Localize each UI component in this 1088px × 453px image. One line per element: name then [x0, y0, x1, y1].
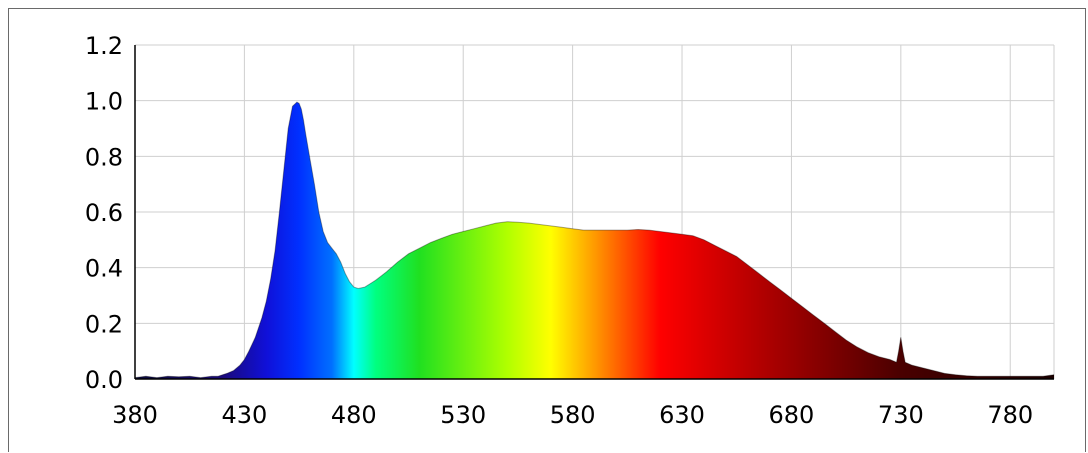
x-tick-label: 380 — [112, 401, 158, 429]
y-axis-tick-labels: 0.0 0.2 0.4 0.6 0.8 1.0 1.2 — [85, 32, 123, 394]
spectrum-series-area — [135, 102, 1054, 379]
x-tick-label: 580 — [550, 401, 596, 429]
x-tick-label: 430 — [221, 401, 267, 429]
y-tick-label: 1.0 — [85, 88, 123, 116]
y-tick-label: 1.2 — [85, 32, 123, 60]
spectrum-area — [134, 101, 1055, 379]
y-tick-label: 0.0 — [85, 366, 123, 394]
x-tick-label: 730 — [878, 401, 924, 429]
x-axis-tick-labels: 380 430 480 530 580 630 680 730 780 — [112, 401, 1033, 429]
y-tick-label: 0.2 — [85, 310, 123, 338]
x-tick-label: 680 — [769, 401, 815, 429]
y-tick-label: 0.6 — [85, 199, 123, 227]
axes — [134, 45, 1054, 380]
y-tick-label: 0.4 — [85, 255, 123, 283]
x-tick-label: 480 — [331, 401, 377, 429]
y-tick-label: 0.8 — [85, 143, 123, 171]
x-tick-label: 780 — [987, 401, 1033, 429]
spectrum-chart: 380 430 480 530 580 630 680 730 780 0.0 0.2 0.4 0.6… — [85, 32, 1055, 429]
x-tick-label: 530 — [440, 401, 486, 429]
x-tick-label: 630 — [659, 401, 705, 429]
spectrum-series-line — [134, 101, 1055, 379]
chart-frame: 380 430 480 530 580 630 680 730 780 0.0 0.2 0.4 0.6… — [8, 8, 1086, 452]
